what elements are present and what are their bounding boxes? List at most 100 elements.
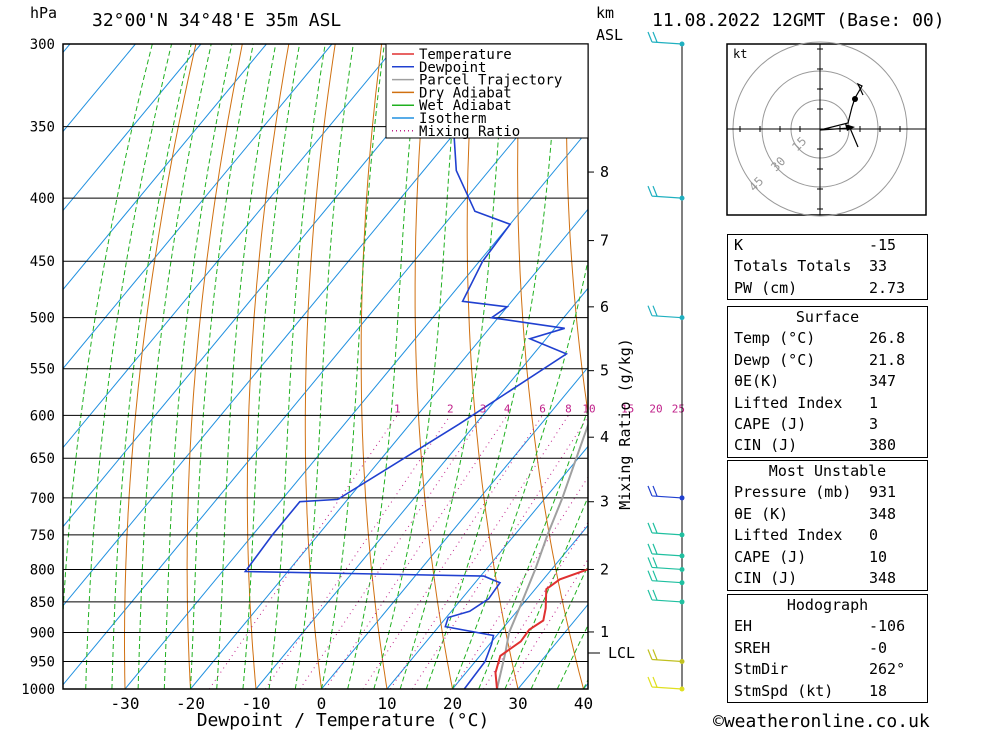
index-row: CIN (J) 380 <box>728 435 927 456</box>
index-label: Lifted Index <box>734 526 843 545</box>
surface-title: Surface <box>795 308 860 326</box>
mixing-ratio-label: 6 <box>539 402 546 415</box>
mixing-ratio-line <box>411 415 588 689</box>
mixing-ratio-label: 2 <box>447 402 454 415</box>
wet-adiabat-line <box>504 495 588 689</box>
isotherm-line <box>63 44 333 370</box>
index-row: Dewp (°C) 21.8 <box>728 350 927 371</box>
index-row: Lifted Index 0 <box>728 525 927 546</box>
lcl-label: LCL <box>608 644 635 662</box>
wind-barb <box>647 557 683 571</box>
index-label: PW (cm) <box>734 278 798 297</box>
index-row: CAPE (J) 3 <box>728 414 927 435</box>
dry-adiabat-line <box>985 44 1000 689</box>
wind-barb <box>647 522 683 536</box>
index-value: -106 <box>869 617 906 636</box>
pressure-tick-label: 600 <box>30 408 55 424</box>
index-label: CAPE (J) <box>734 547 807 566</box>
index-label: SREH <box>734 638 771 657</box>
pressure-tick-label: 650 <box>30 451 55 467</box>
mixing-ratio-line <box>389 415 569 689</box>
km-tick-label: 6 <box>600 298 609 316</box>
pressure-tick-label: 1000 <box>21 682 55 698</box>
indices-general-box: K -15 Totals Totals 33 PW (cm) 2.73 <box>727 234 928 300</box>
wet-adiabat-line <box>294 44 354 689</box>
wind-barb <box>647 185 683 199</box>
index-value: 26.8 <box>869 329 906 348</box>
index-label: CAPE (J) <box>734 415 807 434</box>
isotherm-line <box>255 287 588 689</box>
pressure-tick-label: 550 <box>30 362 55 378</box>
index-label: Temp (°C) <box>734 329 816 348</box>
isotherm-line <box>452 524 588 689</box>
index-value: 1 <box>869 393 879 412</box>
mixing-ratio-label: 10 <box>582 402 595 415</box>
indices-hodograph-box: Hodograph EH -106 SREH -0 StmDir 262° StmSpd (… <box>727 594 928 703</box>
wind-barb <box>647 485 683 499</box>
index-value: -0 <box>869 638 888 657</box>
wet-adiabat-line <box>216 44 277 689</box>
temperature-tick-label: 0 <box>317 694 327 713</box>
index-label: CIN (J) <box>734 569 798 588</box>
isotherm-line <box>190 208 588 689</box>
index-value: 347 <box>869 372 897 391</box>
isotherm-line <box>386 445 588 689</box>
legend-entry: Temperature <box>419 47 512 63</box>
mixing-ratio-label: 15 <box>621 402 634 415</box>
isotherm-line <box>63 44 267 291</box>
index-row: θE(K) 347 <box>728 371 927 392</box>
legend-entry: Wet Adiabat <box>419 98 512 114</box>
isotherm-line <box>63 50 588 686</box>
mixing-ratio-label: 4 <box>504 402 511 415</box>
storm-motion-marker <box>845 124 855 131</box>
wind-barb <box>647 543 683 557</box>
index-row: Pressure (mb) 931 <box>728 482 927 503</box>
index-value: 380 <box>869 436 897 455</box>
index-value: 931 <box>869 483 897 502</box>
dry-adiabat-line <box>124 44 197 689</box>
wind-barb <box>647 589 683 603</box>
wet-adiabat-line <box>190 44 254 689</box>
wet-adiabat-line <box>137 44 212 689</box>
km-label: km <box>596 4 615 22</box>
pressure-tick-label: 350 <box>30 120 55 136</box>
temperature-tick-label: 30 <box>508 694 527 713</box>
index-row: StmSpd (kt) 18 <box>728 681 927 702</box>
wind-barb <box>647 31 683 45</box>
wind-barb <box>647 570 683 584</box>
index-value: 262° <box>869 660 906 679</box>
temperature-line <box>494 567 588 689</box>
km-tick-label: 3 <box>600 493 609 511</box>
index-label: EH <box>734 617 753 636</box>
legend-entry: Dewpoint <box>419 60 486 76</box>
index-label: StmSpd (kt) <box>734 681 834 700</box>
wind-barb <box>647 305 683 319</box>
mixing-ratio-label: 25 <box>672 402 685 415</box>
index-value: 10 <box>869 547 888 566</box>
mixing-ratio-label: 3 <box>480 402 487 415</box>
pressure-tick-label: 400 <box>30 191 55 207</box>
mixing-ratio-label: 8 <box>565 402 572 415</box>
isotherm-line <box>63 44 464 528</box>
km-tick-label: 7 <box>600 232 609 250</box>
isotherm-line <box>124 129 588 689</box>
pressure-tick-label: 500 <box>30 311 55 327</box>
pressure-tick-label: 950 <box>30 655 55 671</box>
hodograph-trace <box>819 82 864 148</box>
index-row: PW (cm) 2.73 <box>728 278 927 299</box>
temperature-tick-label: 20 <box>443 694 462 713</box>
index-row: SREH -0 <box>728 638 927 659</box>
legend-entry: Mixing Ratio <box>419 124 520 140</box>
index-label: Lifted Index <box>734 393 843 412</box>
wet-adiabat-line <box>268 44 326 689</box>
parcel-trajectory-line <box>496 422 588 689</box>
km-tick-label: 5 <box>600 362 609 380</box>
pressure-tick-label: 300 <box>30 37 55 53</box>
index-value: 2.73 <box>869 278 906 297</box>
temperature-tick-label: -10 <box>242 694 271 713</box>
indices-most-unstable-box: Most Unstable Pressure (mb) 931 θE (K) 348 L… <box>727 460 928 591</box>
index-label: Dewp (°C) <box>734 350 816 369</box>
index-row: K -15 <box>728 235 927 256</box>
legend-entry: Parcel Trajectory <box>419 73 562 89</box>
